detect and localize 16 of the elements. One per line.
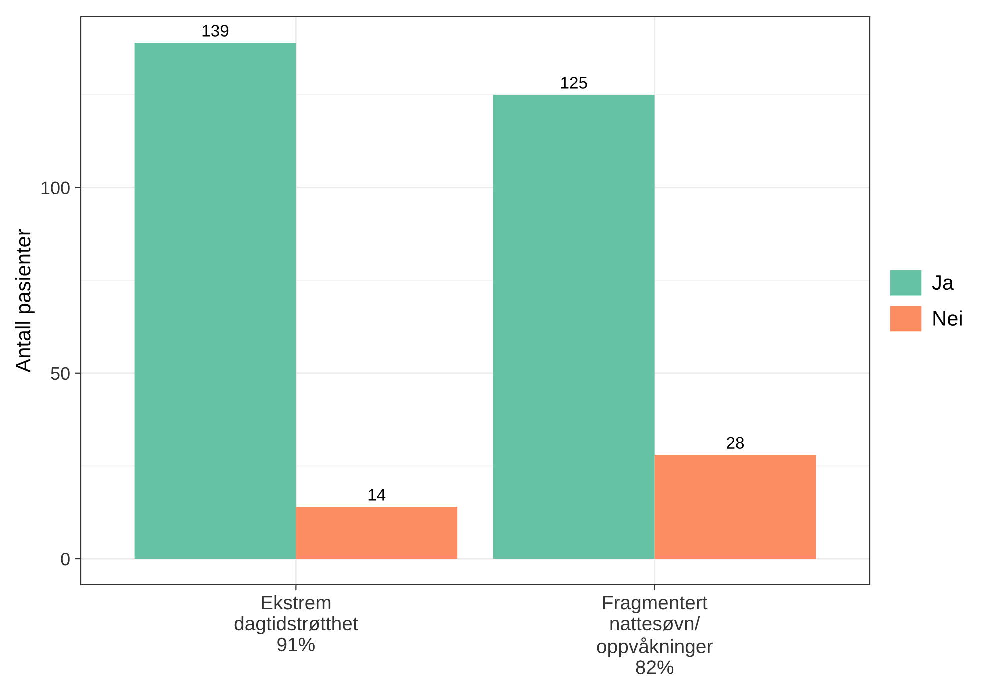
data-label: 14	[368, 489, 386, 501]
legend-label: Nei	[934, 310, 962, 326]
legend-label: Ja	[932, 276, 954, 290]
data-label: 28	[727, 437, 744, 449]
y-tick-label: 100	[42, 182, 70, 194]
x-tick-label: Ekstrem dagtidstrøtthet 91%	[234, 595, 358, 652]
bar	[134, 42, 296, 560]
y-axis-title: Antall pasienter	[15, 230, 35, 373]
x-tick-label: Fragmentert nattesøvn/ oppvåkninger 82%	[597, 596, 713, 674]
bar	[493, 94, 655, 560]
data-label: 139	[202, 25, 229, 37]
bar	[654, 455, 816, 560]
y-tick-label: 50	[51, 367, 70, 380]
bar	[296, 507, 458, 560]
y-tick-label: 0	[61, 552, 70, 566]
data-label: 125	[561, 77, 588, 89]
